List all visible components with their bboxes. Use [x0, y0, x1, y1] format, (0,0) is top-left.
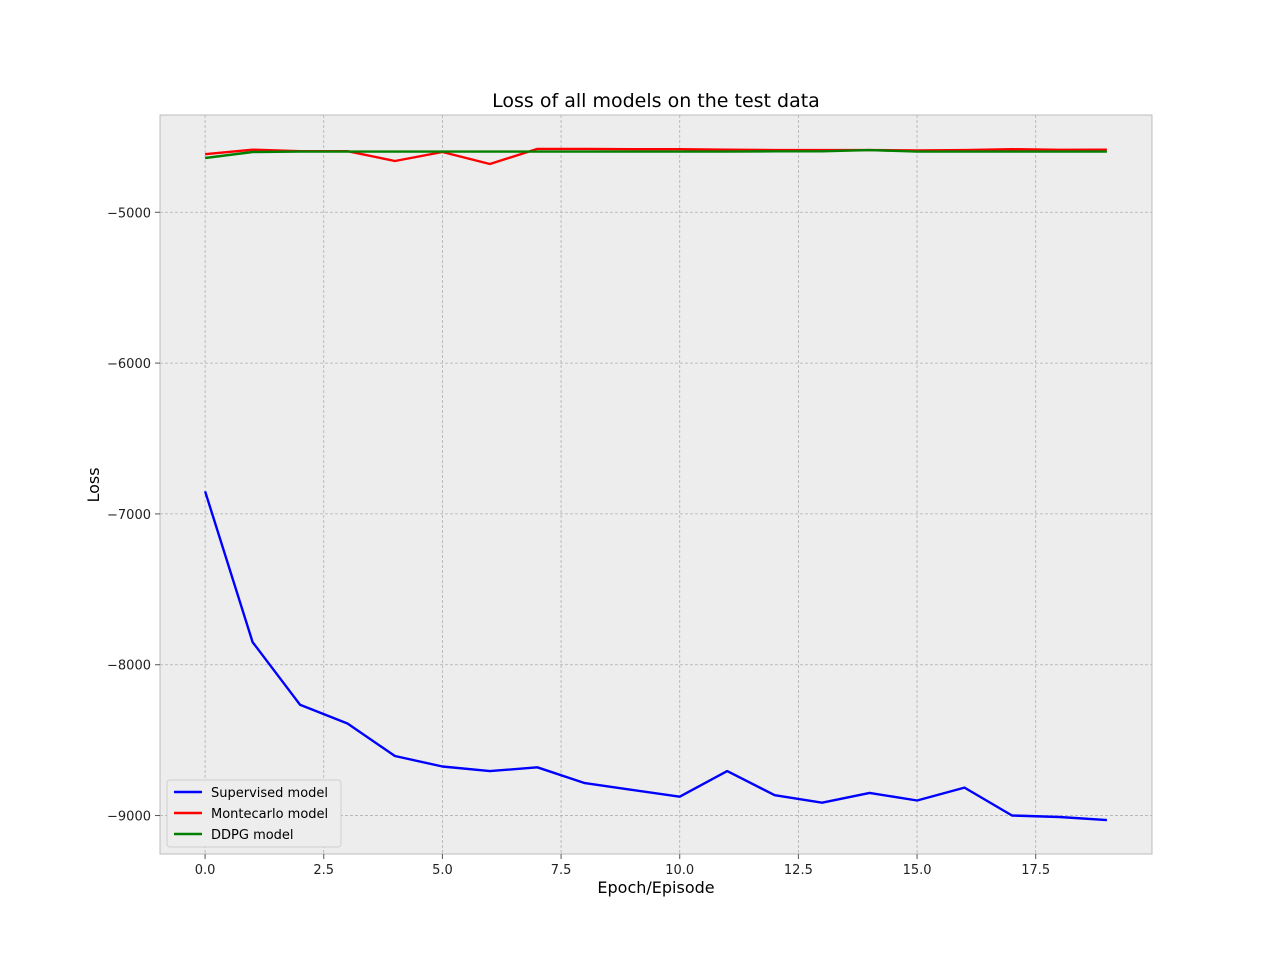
y-tick-label: −7000 — [107, 508, 151, 523]
x-tick-label: 10.0 — [665, 863, 694, 878]
grid — [160, 115, 1152, 854]
x-axis-ticks: 0.0 2.5 5.0 7.5 10.0 12.5 15.0 17.5 — [195, 854, 1050, 878]
y-axis-ticks: −5000 −6000 −7000 −8000 −9000 — [107, 206, 160, 825]
x-tick-label: 17.5 — [1021, 863, 1050, 878]
x-tick-label: 5.0 — [432, 863, 453, 878]
y-tick-label: −5000 — [107, 206, 151, 221]
plot-area-frame — [159, 114, 1153, 855]
legend-label-supervised: Supervised model — [211, 786, 328, 801]
x-tick-label: 7.5 — [551, 863, 572, 878]
chart-title: Loss of all models on the test data — [492, 90, 820, 112]
legend-label-montecarlo: Montecarlo model — [211, 807, 328, 822]
supervised-model-line — [203, 490, 1107, 822]
y-tick-label: −9000 — [107, 810, 151, 825]
x-axis-label: Epoch/Episode — [597, 878, 714, 897]
plot-area-background — [160, 115, 1152, 854]
x-tick-label: 15.0 — [903, 863, 932, 878]
series-lines — [203, 147, 1107, 822]
y-tick-label: −8000 — [107, 659, 151, 674]
legend: Supervised model Montecarlo model DDPG m… — [166, 779, 342, 848]
x-tick-label: 2.5 — [313, 863, 334, 878]
x-tick-label: 0.0 — [195, 863, 216, 878]
legend-label-ddpg: DDPG model — [211, 828, 294, 843]
y-axis-label: Loss — [84, 467, 103, 502]
y-tick-label: −6000 — [107, 357, 151, 372]
montecarlo-model-line — [204, 147, 1107, 166]
ddpg-model-line — [204, 148, 1107, 160]
x-tick-label: 12.5 — [784, 863, 813, 878]
legend-box — [166, 779, 342, 848]
